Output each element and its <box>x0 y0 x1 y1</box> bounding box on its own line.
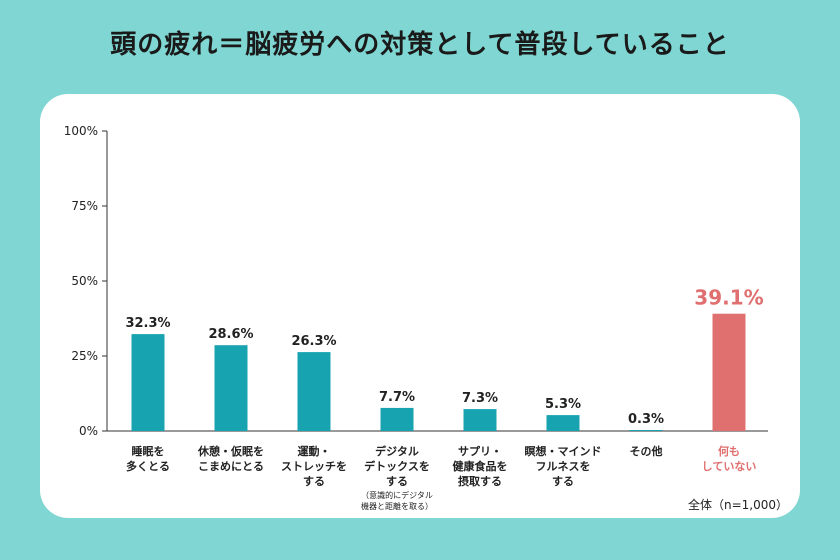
category-label: していない <box>702 460 757 473</box>
category-label: 瞑想・マインド <box>525 444 602 458</box>
value-label: 5.3% <box>545 397 581 412</box>
category-label: こまめにとる <box>198 460 264 473</box>
bar <box>380 407 414 431</box>
category-note: 機器と距離を取る） <box>361 501 433 511</box>
bar <box>629 430 663 431</box>
bar <box>297 352 331 431</box>
category-label: 摂取する <box>458 474 502 488</box>
value-label: 28.6% <box>208 327 253 342</box>
chart-title: 頭の疲れ＝脳疲労への対策として普段していること <box>110 30 730 60</box>
category-note: （意識的にデジタル <box>361 490 433 500</box>
value-label: 7.3% <box>462 391 498 406</box>
y-tick-label: 0% <box>79 424 98 438</box>
category-label: 健康食品を <box>453 459 508 473</box>
y-tick-label: 100% <box>64 124 98 138</box>
chart-card <box>40 94 800 518</box>
category-label: 休憩・仮眠を <box>197 444 264 458</box>
value-label: 7.7% <box>379 390 415 405</box>
value-label: 32.3% <box>125 316 170 331</box>
bar <box>546 415 580 431</box>
category-label: その他 <box>630 444 663 458</box>
value-label: 0.3% <box>628 412 664 427</box>
bar <box>131 334 165 431</box>
category-label: ストレッチを <box>281 460 347 473</box>
bar <box>463 409 497 431</box>
category-label: サプリ・ <box>458 444 502 458</box>
category-label: する <box>303 475 325 488</box>
bar-highlight <box>712 313 746 431</box>
category-label: フルネスを <box>536 460 591 473</box>
category-label: 何も <box>718 444 740 458</box>
y-tick-label: 75% <box>71 199 98 213</box>
category-label: する <box>552 475 574 488</box>
category-label: デトックスを <box>364 459 430 473</box>
category-label: 睡眠を <box>132 444 165 458</box>
sample-size-note: 全体（n=1,000） <box>687 498 788 512</box>
value-label: 26.3% <box>291 334 336 349</box>
bar <box>214 345 248 431</box>
value-label: 39.1% <box>694 286 763 310</box>
category-label: 多くとる <box>126 459 170 473</box>
y-tick-label: 25% <box>71 349 98 363</box>
category-label: デジタル <box>375 444 419 458</box>
y-tick-label: 50% <box>71 274 98 288</box>
category-label: する <box>386 475 408 488</box>
category-label: 運動・ <box>298 444 331 458</box>
